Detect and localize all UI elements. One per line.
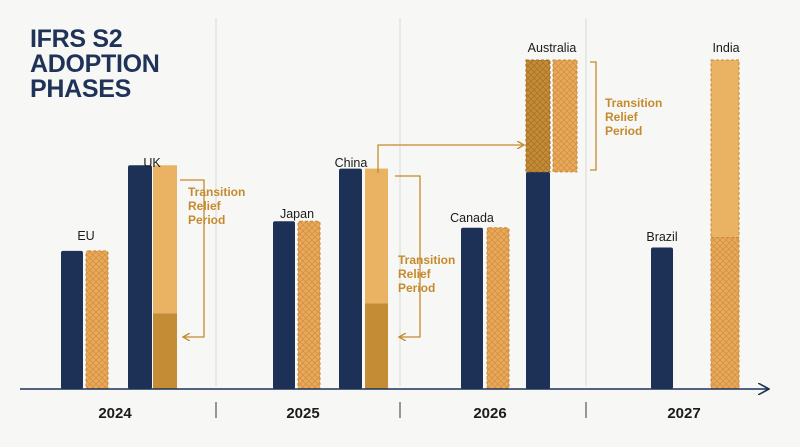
arrow-china-to-australia xyxy=(377,145,523,173)
annotation-australia-bracket xyxy=(590,61,597,171)
labels-layer: EU UK Japan China Canada Australia Brazil India xyxy=(77,41,739,244)
chart-title: IFRS S2 ADOPTION PHASES xyxy=(30,27,160,102)
label-india: India xyxy=(712,41,739,55)
x-axis: 2024 2025 2026 2027 xyxy=(20,389,768,422)
bar-gold-eu xyxy=(85,250,109,390)
bar-gold-upper-china xyxy=(365,168,388,304)
bars-layer xyxy=(61,59,740,390)
label-japan: Japan xyxy=(280,207,314,221)
label-brazil: Brazil xyxy=(646,230,677,244)
bar-navy-uk xyxy=(128,165,152,389)
bar-gold-upper-india xyxy=(710,59,740,239)
bar-navy-canada xyxy=(461,227,483,389)
annotation-australia: Transition Relief Period xyxy=(605,96,662,138)
bar-navy-brazil xyxy=(651,247,673,389)
bar-gold-japan xyxy=(297,220,321,390)
x-tick-2025: 2025 xyxy=(286,405,319,422)
annotation-uk-arrow xyxy=(180,179,205,337)
bar-gold-canada xyxy=(486,227,510,390)
x-tick-2024: 2024 xyxy=(98,405,132,422)
annotation-uk: Transition Relief Period xyxy=(188,185,245,227)
x-tick-2026: 2026 xyxy=(473,405,506,422)
label-australia: Australia xyxy=(528,41,577,55)
title-line-2: ADOPTION xyxy=(30,50,160,78)
bar-gold-australia xyxy=(552,59,578,173)
label-canada: Canada xyxy=(450,211,494,225)
label-uk: UK xyxy=(143,156,161,170)
bar-navy-australia xyxy=(526,171,550,389)
title-line-1: IFRS S2 xyxy=(30,25,123,53)
bar-navy-japan xyxy=(273,221,295,389)
bar-gold-lower-uk xyxy=(153,313,177,389)
bar-gold-lower-india xyxy=(710,237,740,390)
x-tick-2027: 2027 xyxy=(667,405,700,422)
annotations-layer: Transition Relief Period Transition Relief Pe… xyxy=(180,61,662,337)
title-line-3: PHASES xyxy=(30,75,132,103)
annotation-china-arrow xyxy=(395,175,421,337)
year-dividers xyxy=(215,18,587,418)
annotation-china: Transition Relief Period xyxy=(398,253,455,295)
bar-gold-upper-uk xyxy=(153,165,177,314)
bar-navy-china xyxy=(339,168,362,389)
bar-navy-eu xyxy=(61,250,83,389)
bar-gold-lower-china xyxy=(365,303,388,389)
label-eu: EU xyxy=(77,229,94,243)
label-china: China xyxy=(335,156,368,170)
bar-navy-extension-australia xyxy=(525,59,551,173)
